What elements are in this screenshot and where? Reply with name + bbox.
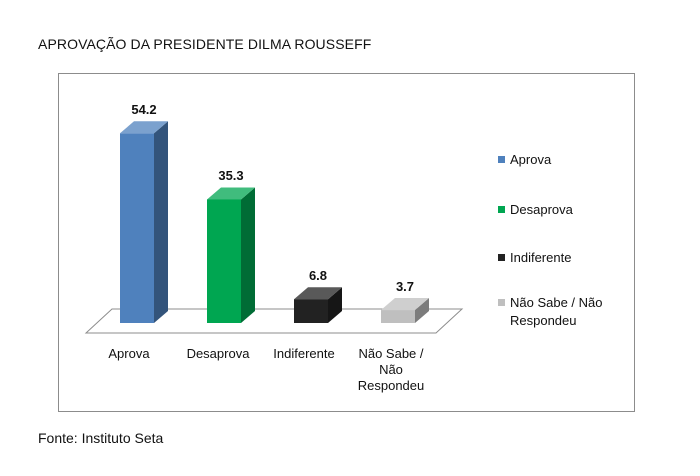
legend-label-line: Respondeu	[510, 313, 577, 328]
legend-swatch	[498, 299, 505, 306]
legend-label: Não Sabe / Não Respondeu	[510, 294, 620, 330]
bar-side-3	[328, 287, 342, 323]
category-label-line: Aprova	[108, 346, 150, 361]
category-label-line: Não Sabe /	[358, 346, 424, 361]
bar-3	[294, 299, 328, 323]
value-label: 3.7	[395, 279, 415, 295]
category-label-line: Indiferente	[273, 346, 335, 361]
legend-swatch	[498, 254, 505, 261]
bar-1	[120, 133, 154, 323]
bar-2	[207, 199, 241, 323]
legend-swatch	[498, 206, 505, 213]
legend-label-line: Não Sabe / Não	[510, 295, 603, 310]
bar-top-2	[207, 187, 255, 200]
bar-side-4	[415, 298, 429, 323]
bar-top-3	[294, 287, 342, 300]
bar-top-4	[381, 298, 429, 311]
category-label: Indiferente	[259, 346, 349, 362]
bar-4	[381, 310, 415, 323]
category-label-line: Não	[379, 362, 403, 377]
chart-floor	[84, 308, 464, 334]
bar-top-1	[120, 121, 168, 134]
category-label-line: Desaprova	[186, 346, 250, 361]
category-label: Não Sabe / Não Respondeu	[346, 346, 436, 394]
legend-label: Indiferente	[510, 249, 620, 267]
bar-side-1	[154, 121, 168, 323]
legend-label: Desaprova	[510, 201, 620, 219]
category-label: Desaprova	[173, 346, 263, 362]
chart-frame	[58, 73, 635, 412]
category-label-line: Respondeu	[357, 378, 425, 393]
legend-swatch	[498, 156, 505, 163]
legend-label: Aprova	[510, 151, 620, 169]
legend-label-line: Indiferente	[510, 250, 572, 265]
value-label: 35.3	[218, 168, 244, 184]
value-label: 6.8	[308, 268, 328, 284]
source-note: Fonte: Instituto Seta	[38, 430, 164, 446]
bar-side-2	[241, 187, 255, 323]
legend-label-line: Desaprova	[510, 202, 573, 217]
category-label: Aprova	[84, 346, 174, 362]
chart-title: APROVAÇÃO DA PRESIDENTE DILMA ROUSSEFF	[38, 36, 372, 52]
legend-label-line: Aprova	[510, 152, 552, 167]
value-label: 54.2	[131, 102, 157, 118]
